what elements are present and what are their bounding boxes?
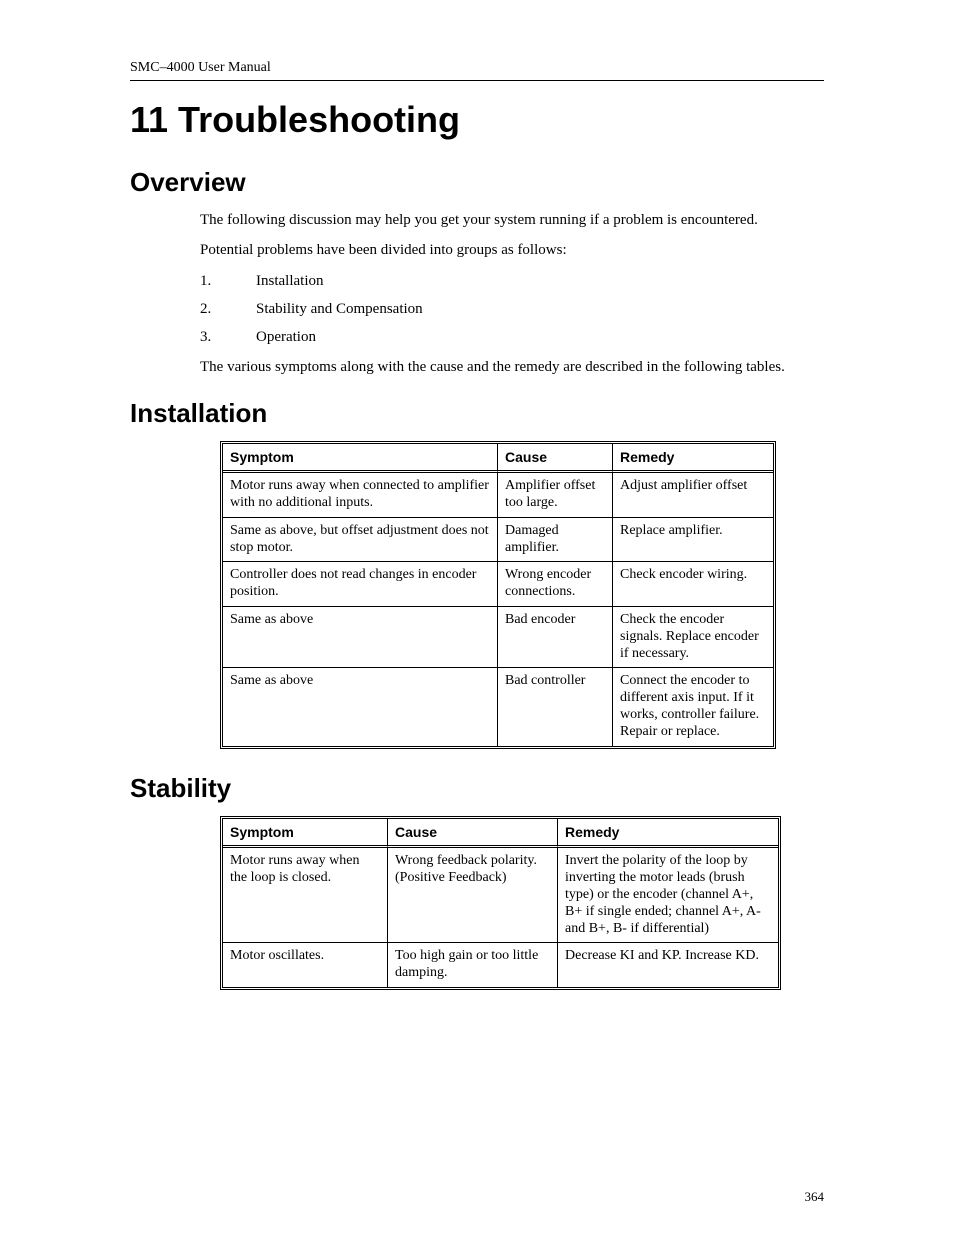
table-cell: Controller does not read changes in enco… [223,562,498,607]
overview-body: The following discussion may help you ge… [200,210,824,378]
stability-table: Symptom Cause Remedy Motor runs away whe… [220,816,781,990]
section-installation-heading: Installation [130,398,824,429]
table-cell: Damaged amplifier. [498,518,613,563]
running-header: SMC–4000 User Manual [130,60,824,76]
table-cell: Same as above, but offset adjustment doe… [223,518,498,563]
page-number: 364 [805,1189,825,1205]
list-item-text: Stability and Compensation [256,299,423,319]
table-row: Motor oscillates. Too high gain or too l… [223,943,778,987]
table-cell: Amplifier offset too large. [498,473,613,518]
table-cell: Motor oscillates. [223,943,388,987]
table-header-row: Symptom Cause Remedy [223,444,773,474]
list-item-num: 3. [200,327,256,347]
list-item-text: Operation [256,327,316,347]
table-cell: Same as above [223,668,498,745]
table-cell: Adjust amplifier offset [613,473,773,518]
page: SMC–4000 User Manual 11 Troubleshooting … [0,0,954,1235]
table-cell: Connect the encoder to different axis in… [613,668,773,745]
header-rule [130,80,824,81]
table-cell: Motor runs away when connected to amplif… [223,473,498,518]
list-item: 3. Operation [200,327,824,347]
list-item-num: 1. [200,271,256,291]
table-cell: Too high gain or too little damping. [388,943,558,987]
table-header-cell: Remedy [558,819,778,849]
table-cell: Decrease KI and KP. Increase KD. [558,943,778,987]
table-cell: Invert the polarity of the loop by inver… [558,848,778,943]
table-header-cell: Symptom [223,444,498,474]
overview-para-3: The various symptoms along with the caus… [200,357,824,377]
table-header-cell: Cause [498,444,613,474]
table-cell: Same as above [223,607,498,668]
section-overview-heading: Overview [130,167,824,198]
table-cell: Replace amplifier. [613,518,773,563]
table-row: Motor runs away when the loop is closed.… [223,848,778,943]
table-header-cell: Symptom [223,819,388,849]
table-cell: Wrong feedback polarity. (Positive Feedb… [388,848,558,943]
table-row: Same as above Bad encoder Check the enco… [223,607,773,668]
chapter-title: 11 Troubleshooting [130,99,824,141]
installation-table: Symptom Cause Remedy Motor runs away whe… [220,441,776,749]
list-item: 1. Installation [200,271,824,291]
table-header-cell: Cause [388,819,558,849]
overview-para-1: The following discussion may help you ge… [200,210,824,230]
table-cell: Motor runs away when the loop is closed. [223,848,388,943]
table-row: Same as above, but offset adjustment doe… [223,518,773,563]
overview-para-2: Potential problems have been divided int… [200,240,824,260]
table-header-row: Symptom Cause Remedy [223,819,778,849]
overview-list: 1. Installation 2. Stability and Compens… [200,271,824,348]
list-item-num: 2. [200,299,256,319]
table-cell: Bad encoder [498,607,613,668]
stability-table-wrap: Symptom Cause Remedy Motor runs away whe… [220,816,824,990]
table-row: Controller does not read changes in enco… [223,562,773,607]
table-cell: Bad controller [498,668,613,745]
table-cell: Check the encoder signals. Replace encod… [613,607,773,668]
table-row: Motor runs away when connected to amplif… [223,473,773,518]
installation-table-wrap: Symptom Cause Remedy Motor runs away whe… [220,441,824,749]
list-item: 2. Stability and Compensation [200,299,824,319]
table-row: Same as above Bad controller Connect the… [223,668,773,745]
table-cell: Wrong encoder connections. [498,562,613,607]
table-header-cell: Remedy [613,444,773,474]
table-cell: Check encoder wiring. [613,562,773,607]
section-stability-heading: Stability [130,773,824,804]
list-item-text: Installation [256,271,324,291]
